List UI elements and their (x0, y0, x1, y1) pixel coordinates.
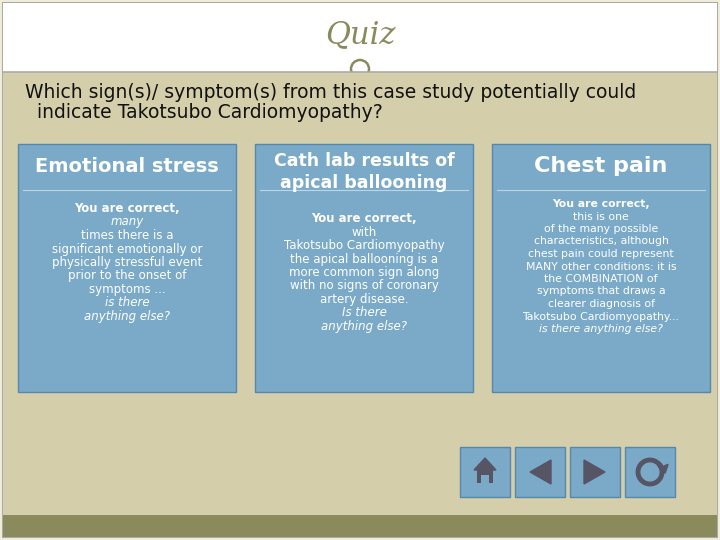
Text: times there is a: times there is a (81, 229, 174, 242)
Text: You are correct,: You are correct, (74, 202, 180, 215)
FancyBboxPatch shape (481, 475, 489, 483)
Text: of the many possible: of the many possible (544, 224, 658, 234)
Text: prior to the onset of: prior to the onset of (68, 269, 186, 282)
Text: Chest pain: Chest pain (534, 156, 667, 176)
Text: the COMBINATION of: the COMBINATION of (544, 274, 658, 284)
FancyBboxPatch shape (255, 144, 473, 392)
Text: anything else?: anything else? (84, 310, 170, 323)
Text: You are correct,: You are correct, (311, 212, 417, 225)
FancyBboxPatch shape (460, 447, 510, 497)
Text: the apical ballooning is a: the apical ballooning is a (290, 253, 438, 266)
Polygon shape (661, 464, 668, 474)
Polygon shape (474, 458, 496, 470)
Polygon shape (584, 460, 605, 484)
FancyBboxPatch shape (18, 144, 236, 392)
FancyBboxPatch shape (515, 447, 565, 497)
Text: physically stressful event: physically stressful event (52, 256, 202, 269)
Text: Which sign(s)/ symptom(s) from this case study potentially could: Which sign(s)/ symptom(s) from this case… (25, 84, 636, 103)
Text: Takotsubo Cardiomyopathy...: Takotsubo Cardiomyopathy... (523, 312, 680, 321)
Text: this is one: this is one (573, 212, 629, 221)
Text: is there anything else?: is there anything else? (539, 324, 663, 334)
Text: clearer diagnosis of: clearer diagnosis of (547, 299, 654, 309)
FancyBboxPatch shape (3, 3, 717, 537)
Text: is there: is there (104, 296, 149, 309)
Text: indicate Takotsubo Cardiomyopathy?: indicate Takotsubo Cardiomyopathy? (25, 104, 383, 123)
Text: characteristics, although: characteristics, although (534, 237, 668, 246)
Text: artery disease.: artery disease. (320, 293, 408, 306)
Text: symptoms ...: symptoms ... (89, 283, 166, 296)
Text: Quiz: Quiz (325, 19, 395, 51)
FancyBboxPatch shape (492, 144, 710, 392)
FancyBboxPatch shape (625, 447, 675, 497)
FancyBboxPatch shape (3, 3, 717, 72)
Text: chest pain could represent: chest pain could represent (528, 249, 674, 259)
Text: Is there: Is there (341, 307, 387, 320)
Text: with: with (351, 226, 377, 239)
Text: many: many (110, 215, 143, 228)
Text: symptoms that draws a: symptoms that draws a (536, 287, 665, 296)
Polygon shape (530, 460, 551, 484)
FancyBboxPatch shape (3, 72, 717, 537)
Text: with no signs of coronary: with no signs of coronary (289, 280, 438, 293)
FancyBboxPatch shape (570, 447, 620, 497)
Text: MANY other conditions: it is: MANY other conditions: it is (526, 261, 676, 272)
Text: anything else?: anything else? (321, 320, 407, 333)
Text: significant emotionally or: significant emotionally or (52, 242, 202, 255)
Text: Takotsubo Cardiomyopathy: Takotsubo Cardiomyopathy (284, 239, 444, 252)
Text: more common sign along: more common sign along (289, 266, 439, 279)
Text: Cath lab results of
apical ballooning: Cath lab results of apical ballooning (274, 152, 454, 192)
FancyBboxPatch shape (3, 515, 717, 537)
Text: Emotional stress: Emotional stress (35, 157, 219, 176)
Text: You are correct,: You are correct, (552, 199, 650, 209)
FancyBboxPatch shape (477, 470, 493, 483)
